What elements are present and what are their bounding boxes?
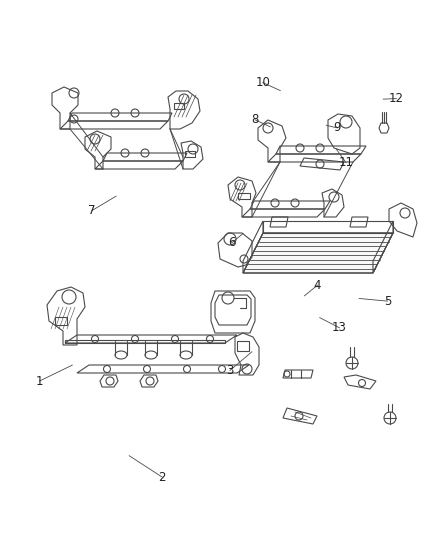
- Text: 1: 1: [35, 375, 43, 387]
- Text: 3: 3: [226, 364, 233, 377]
- Text: 7: 7: [88, 204, 96, 217]
- Text: 11: 11: [339, 156, 353, 169]
- Text: 9: 9: [333, 122, 341, 134]
- Text: 13: 13: [332, 321, 347, 334]
- Text: 6: 6: [228, 236, 236, 249]
- Text: 10: 10: [255, 76, 270, 89]
- Polygon shape: [243, 233, 393, 273]
- Text: 12: 12: [389, 92, 404, 105]
- Text: 4: 4: [314, 279, 321, 292]
- Text: 8: 8: [252, 114, 259, 126]
- Text: 2: 2: [158, 471, 166, 483]
- Text: 5: 5: [384, 295, 391, 308]
